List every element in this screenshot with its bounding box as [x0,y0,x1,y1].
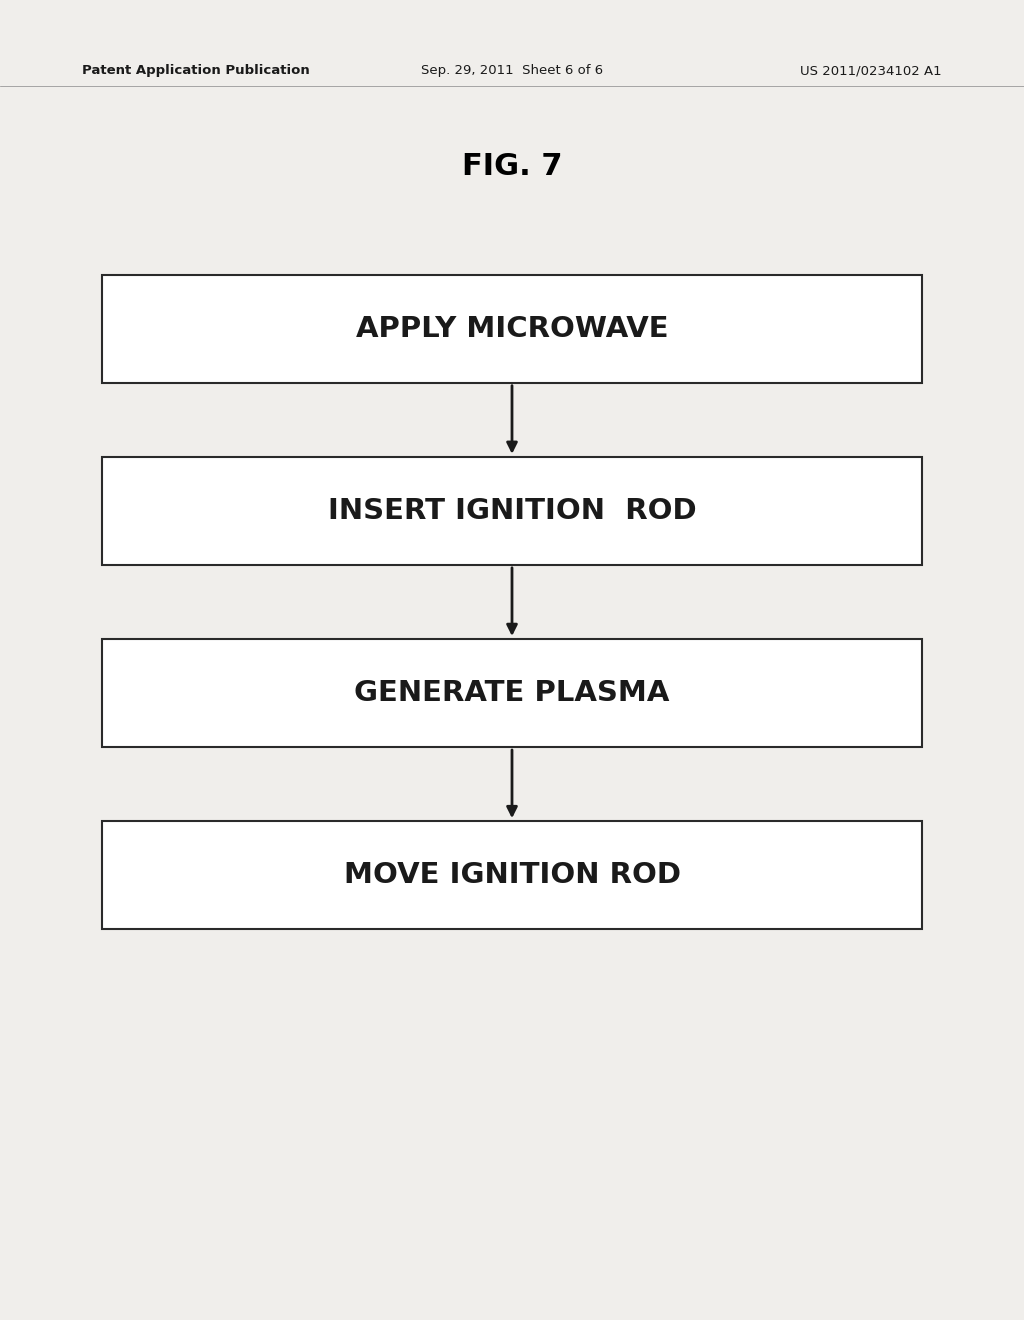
Text: Patent Application Publication: Patent Application Publication [82,65,309,77]
Bar [102,821,922,929]
Bar [102,275,922,383]
Text: US 2011/0234102 A1: US 2011/0234102 A1 [801,65,942,77]
Text: INSERT IGNITION  ROD: INSERT IGNITION ROD [328,496,696,525]
Bar [102,457,922,565]
Text: MOVE IGNITION ROD: MOVE IGNITION ROD [343,861,681,890]
Text: APPLY MICROWAVE: APPLY MICROWAVE [355,314,669,343]
Bar [102,639,922,747]
Text: Sep. 29, 2011  Sheet 6 of 6: Sep. 29, 2011 Sheet 6 of 6 [421,65,603,77]
Text: GENERATE PLASMA: GENERATE PLASMA [354,678,670,708]
Text: FIG. 7: FIG. 7 [462,152,562,181]
